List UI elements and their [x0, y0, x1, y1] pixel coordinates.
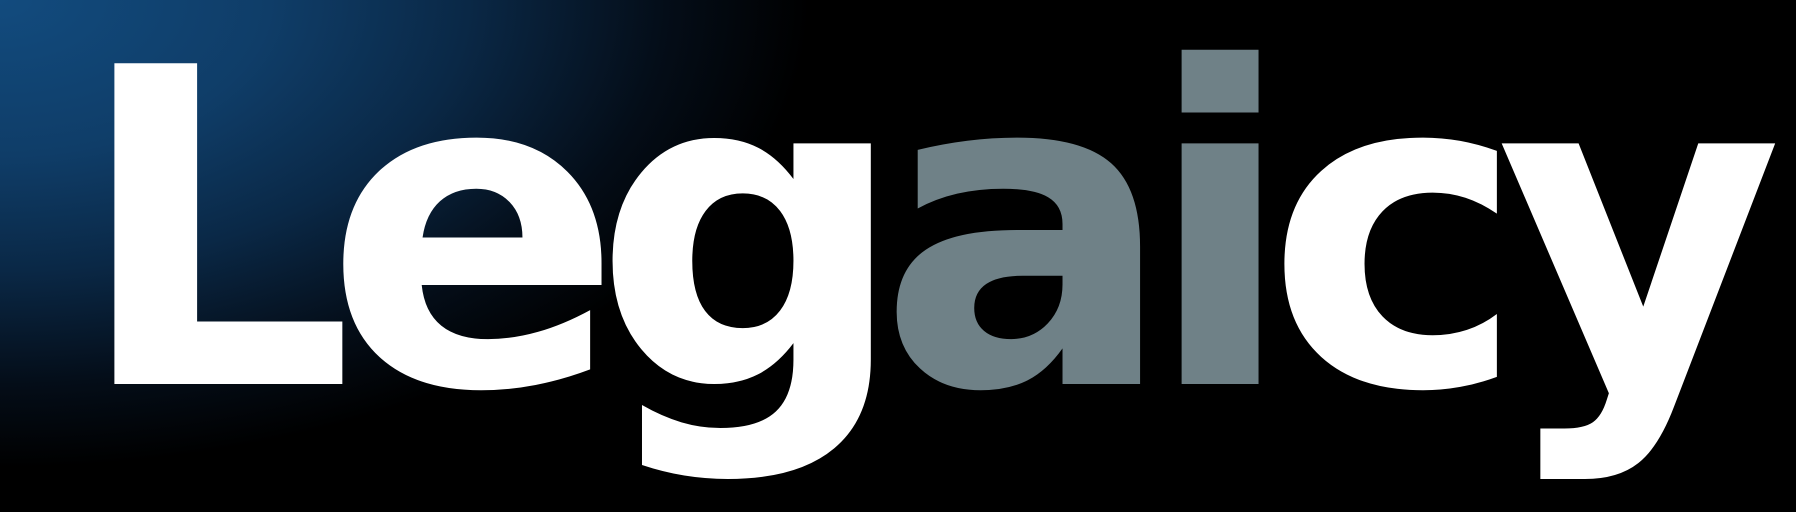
wordmark-part-leg: Leg: [74, 0, 908, 488]
wordmark-part-cy: cy: [1265, 0, 1783, 488]
wordmark-legaicy: Legaicy: [74, 12, 1783, 452]
wordmark-part-ai: ai: [877, 0, 1296, 488]
